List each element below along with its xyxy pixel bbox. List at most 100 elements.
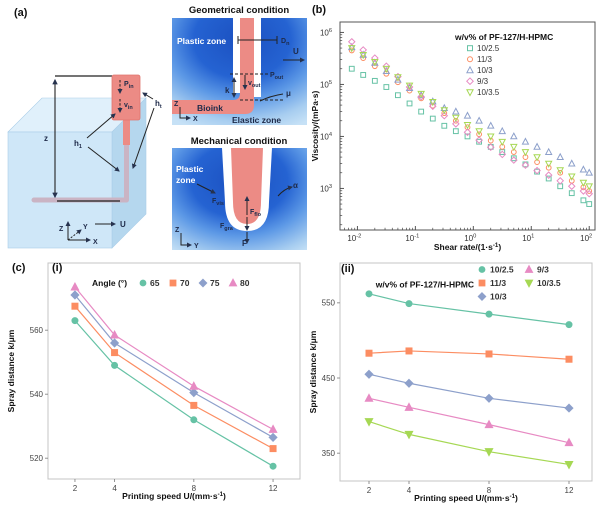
printed-filament [31,140,129,203]
svg-text:12: 12 [269,484,278,493]
f-vis-label: Fvis [212,198,224,207]
svg-text:Spray distance k/μm: Spray distance k/μm [6,329,16,412]
series-9/3 [364,393,574,447]
series-80 [70,281,278,433]
svg-text:10/2.5: 10/2.5 [490,265,514,275]
series-65 [71,317,277,470]
svg-text:100: 100 [464,234,476,243]
svg-text:350: 350 [322,449,336,458]
axes: 2 4 8 12 350 450 550 [322,299,574,495]
bioink-label: Bioink [197,103,223,113]
panel-c-ii-tag: (ii) [341,263,355,275]
legend: w/v% of PF-127/H-HPMC 10/2.5 11/3 10/3 9/3 10… [454,32,553,97]
panel-a-tag: (a) [14,7,28,19]
svg-text:70: 70 [180,278,190,288]
geometrical-title: Geometrical condition [189,5,289,16]
svg-text:102: 102 [580,234,592,243]
geo-axis-x-label: X [193,116,198,123]
svg-text:106: 106 [320,28,332,37]
axis-y-arrow [67,229,82,241]
svg-text:Shear rate/(1·s-1): Shear rate/(1·s-1) [434,242,502,252]
dn-measure [237,36,278,44]
svg-text:10/2.5: 10/2.5 [477,44,500,53]
h1-label: h1 [74,139,82,150]
svg-text:w/v% of PF-127/H-HPMC: w/v% of PF-127/H-HPMC [375,280,474,290]
svg-text:w/v% of PF-127/H-HPMC: w/v% of PF-127/H-HPMC [454,32,553,42]
axis-x-label: X [93,239,98,246]
alpha-label: α [293,181,298,190]
svg-text:540: 540 [30,390,44,399]
h1-leader-1 [86,113,116,139]
k-label: k [225,86,230,95]
axis-y-label: Y [83,224,88,231]
plot-area: 10-2 10-1 100 101 102 103 104 105 106 Shear rate/… [310,21,596,252]
svg-text:10/3.5: 10/3.5 [477,88,500,97]
spray-distance-angle-chart: 2 4 8 12 520 540 560 Printing speed U/(mm·s-1) S… [6,262,301,501]
plastic-zone-label: Plastic zone [177,36,226,46]
svg-text:Spray distance k/μm: Spray distance k/μm [308,330,318,413]
panel-a-schematic: (a) z Pin vin h1 ht Z Y X [7,5,307,250]
dn-label: Dn [281,38,290,47]
f-flo-label: Fflo [250,209,262,218]
svg-text:9/3: 9/3 [477,77,489,86]
series-10/2.5 [348,65,593,207]
svg-text:10-2: 10-2 [347,234,361,243]
nozzle-wall-left [233,18,240,93]
axes: 10-2 10-1 100 101 102 103 104 105 106 [320,28,592,243]
mu-label: μ [286,89,291,98]
series-10/3.5 [347,45,594,191]
mechanical-panel: Mechanical condition Plastic zone α Fvis… [172,136,307,250]
svg-text:450: 450 [322,374,336,383]
svg-text:Angle (°): Angle (°) [92,278,127,288]
spray-distance-concentration-chart: 2 4 8 12 350 450 550 Printing speed U/(mm·s-1) S… [308,262,593,503]
series-10/3.5 [364,418,574,470]
svg-text:550: 550 [322,299,336,308]
series-75 [70,290,278,442]
mech-plastic-zone-l2: zone [176,175,196,185]
bath-axes: Z Y X [59,221,98,246]
ht-label: ht [155,99,162,110]
svg-text:Printing speed U/(mm·s-1): Printing speed U/(mm·s-1) [122,491,226,501]
p-in-label: Pin [124,81,134,90]
h1-leader-2 [87,146,120,172]
svg-text:104: 104 [320,132,333,141]
mech-axis-z-label: Z [175,227,180,234]
svg-text:10/3: 10/3 [477,66,493,75]
svg-text:2: 2 [73,484,78,493]
series-10/2.5 [365,290,573,329]
nozzle-bioink [231,148,263,224]
p-out-label: Pout [270,72,283,81]
plot-area: 2 4 8 12 350 450 550 Printing speed U/(mm·s-1) S… [308,262,593,503]
bath-box [7,97,147,249]
panel-b-tag: (b) [312,4,327,16]
svg-text:10-1: 10-1 [405,234,419,243]
mu-leader [259,93,284,102]
viscosity-chart: 10-2 10-1 100 101 102 103 104 105 106 Shear rate/… [310,21,596,252]
svg-text:80: 80 [240,278,250,288]
svg-text:103: 103 [320,184,332,193]
data-points [347,37,594,207]
svg-text:2: 2 [367,486,372,495]
bioink-channel [172,18,254,114]
mech-plastic-zone-l1: Plastic [176,164,204,174]
v-in-label: vin [124,102,133,111]
series-10/3 [347,42,594,176]
nozzle-wall-right [254,18,261,97]
v-out-label: vout [248,80,261,89]
mech-axes: Z Y [175,227,199,250]
svg-text:75: 75 [210,278,220,288]
mechanical-title: Mechanical condition [191,136,288,147]
svg-text:4: 4 [112,484,117,493]
elastic-zone-label: Elastic zone [232,115,281,125]
z-label: z [44,134,48,143]
alpha-arc [277,185,293,197]
series-11/3 [365,347,573,363]
geometrical-panel: Geometrical condition Plastic zone Dn U … [172,5,307,125]
series-10/3 [364,369,574,413]
f-label: F [242,239,247,248]
mech-axis-y-label: Y [194,243,199,250]
svg-text:520: 520 [30,454,44,463]
needle [123,118,130,145]
svg-text:65: 65 [150,278,160,288]
